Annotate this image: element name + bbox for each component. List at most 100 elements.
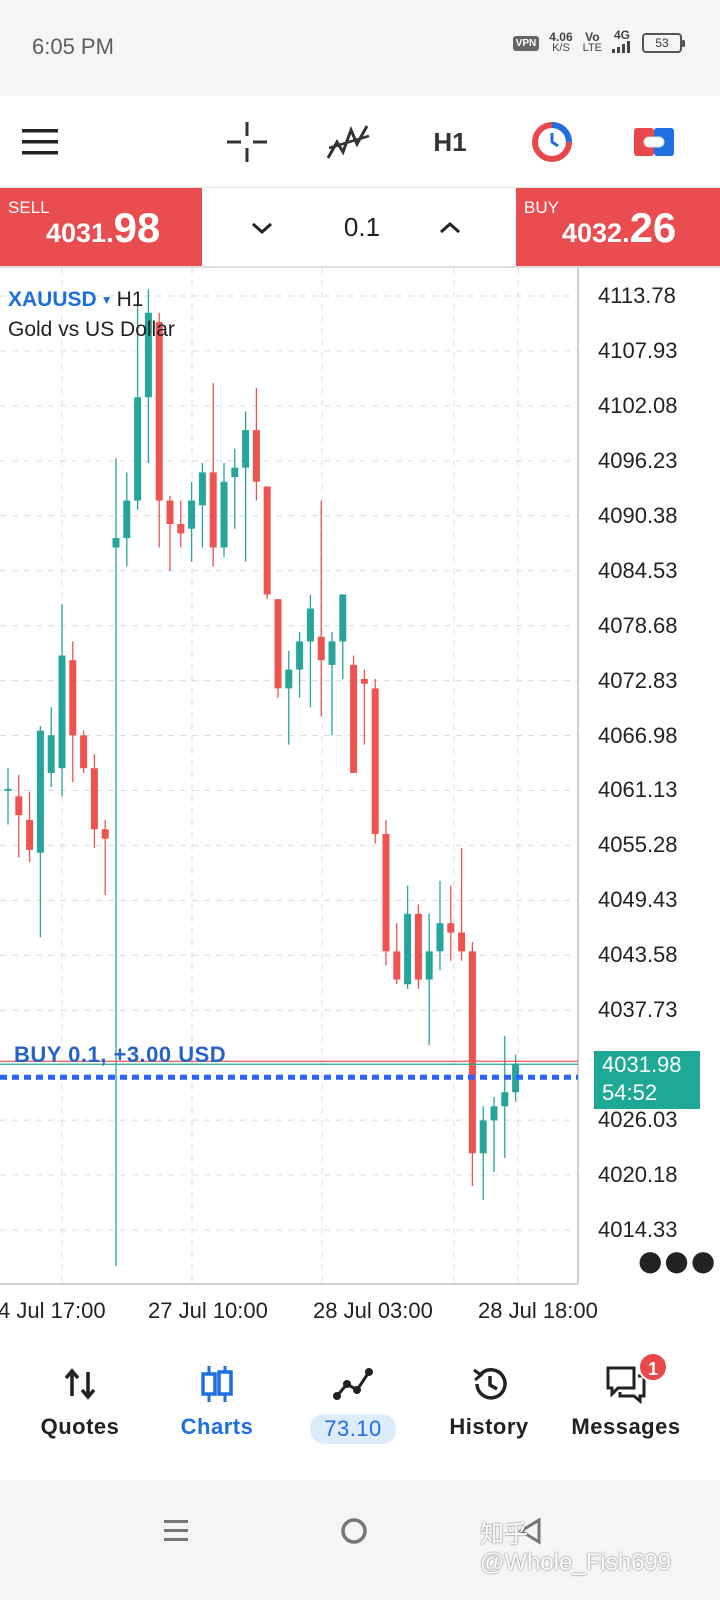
candle-body <box>15 796 23 816</box>
candle-body <box>490 1106 498 1121</box>
watermark: 知乎 @Whole_Fish699 <box>480 1521 672 1576</box>
sell-button[interactable]: SELL 4031.98 <box>0 188 202 266</box>
candle-body <box>144 312 152 398</box>
lot-decrease-button[interactable] <box>242 208 282 248</box>
sell-price: 4031.98 <box>46 204 161 251</box>
symbol-name[interactable]: XAUUSD <box>8 288 97 311</box>
current-price-marker: 4031.98 54:52 <box>594 1051 700 1109</box>
lot-size-value[interactable]: 0.1 <box>343 212 381 242</box>
nav-trade[interactable]: 73.10 <box>283 1348 423 1460</box>
lot-size-control: 0.1 <box>202 188 516 266</box>
candle-body <box>166 500 174 525</box>
candle-body <box>404 913 412 985</box>
crosshair-icon[interactable] <box>215 110 279 174</box>
trade-icon <box>331 1362 375 1406</box>
candle-body <box>339 594 347 642</box>
candle-body <box>188 500 196 529</box>
candle-body <box>58 655 66 769</box>
candle-body <box>4 788 12 791</box>
candle-body <box>382 833 390 952</box>
network-speed: 4.06 K/S <box>549 30 573 54</box>
position-label[interactable]: BUY 0.1, +3.00 USD <box>14 1042 227 1067</box>
price-axis-label: 4096.23 <box>598 447 678 473</box>
price-axis-label: 4066.98 <box>598 722 678 748</box>
candle-body <box>101 829 109 839</box>
candle-body <box>285 669 293 689</box>
candle-body <box>123 500 131 539</box>
time-axis-label: 28 Jul 03:00 <box>313 1298 433 1323</box>
candle-body <box>274 599 282 689</box>
price-axis-label: 4037.73 <box>598 997 678 1023</box>
home-icon[interactable] <box>324 1506 384 1556</box>
candle-body <box>447 923 455 933</box>
lot-increase-button[interactable] <box>430 208 470 248</box>
status-time: 6:05 PM <box>32 34 114 59</box>
trade-bar: SELL 4031.98 0.1 BUY 4032.26 <box>0 188 720 268</box>
history-icon <box>467 1362 511 1406</box>
candle-body <box>512 1064 520 1093</box>
status-bar: 6:05 PM VPN 4.06 K/S Vo LTE 4G 53 <box>0 0 720 96</box>
candle-body <box>425 951 433 980</box>
hamburger-menu-icon[interactable] <box>8 110 72 174</box>
recent-apps-icon[interactable] <box>146 1506 206 1556</box>
time-axis-label: 28 Jul 18:00 <box>478 1298 598 1323</box>
buy-price: 4032.26 <box>562 204 677 251</box>
indicators-icon[interactable] <box>316 110 380 174</box>
price-axis-label: 4020.18 <box>598 1162 678 1188</box>
buy-button[interactable]: BUY 4032.26 <box>516 188 720 266</box>
price-axis-label: 4026.03 <box>598 1107 678 1133</box>
messages-badge: 1 <box>638 1352 668 1382</box>
candle-body <box>134 397 142 501</box>
chart-toolbar: H1 <box>0 96 720 188</box>
more-dots-icon[interactable]: ●●● <box>638 1244 718 1277</box>
candle-body <box>414 913 422 980</box>
candle-body <box>80 735 88 769</box>
candlestick-chart[interactable] <box>0 268 720 1298</box>
price-axis-label: 4049.43 <box>598 887 678 913</box>
sell-label: SELL <box>8 198 50 217</box>
candle-body <box>350 664 358 773</box>
bottom-navigation: Quotes Charts 73.10 History 1 Messages <box>0 1348 720 1460</box>
candle-body <box>90 768 98 830</box>
candle-body <box>263 486 271 595</box>
candle-body <box>252 430 260 482</box>
price-chart[interactable]: XAUUSD ▼ H1 Gold vs US Dollar 4113.78 410… <box>0 268 720 1323</box>
chevron-up-icon <box>440 221 460 234</box>
candle-body <box>393 951 401 980</box>
volte-indicator: Vo LTE <box>582 30 602 54</box>
symbol-timeframe: H1 <box>116 288 144 311</box>
battery-icon: 53 <box>642 33 685 53</box>
one-click-trading-icon[interactable] <box>622 110 686 174</box>
quotes-icon <box>58 1362 102 1406</box>
nav-history[interactable]: History <box>419 1348 559 1460</box>
back-icon[interactable] <box>500 1506 560 1556</box>
price-axis-label: 4078.68 <box>598 612 678 638</box>
candle-body <box>468 951 476 1154</box>
symbol-header[interactable]: XAUUSD ▼ H1 Gold vs US Dollar <box>8 288 175 342</box>
vpn-icon: VPN <box>512 35 540 51</box>
candle-countdown: 54:52 <box>602 1080 658 1105</box>
candle-body <box>220 481 228 548</box>
price-axis-label: 4014.33 <box>598 1217 678 1242</box>
nav-quotes[interactable]: Quotes <box>10 1348 150 1460</box>
nav-messages[interactable]: 1 Messages <box>556 1348 696 1460</box>
candle-body <box>242 430 250 468</box>
chart-style-icon[interactable] <box>520 110 584 174</box>
candle-body <box>36 730 44 853</box>
time-axis-label: 27 Jul 10:00 <box>148 1298 268 1323</box>
candle-body <box>306 608 314 642</box>
timeframe-button[interactable]: H1 <box>433 126 467 157</box>
symbol-description: Gold vs US Dollar <box>8 318 175 341</box>
price-axis-label: 4043.58 <box>598 942 678 968</box>
price-axis-label: 4113.78 <box>598 283 676 308</box>
caret-down-icon[interactable]: ▼ <box>100 293 113 307</box>
candle-body <box>501 1092 509 1107</box>
candle-body <box>155 322 163 501</box>
price-axis-label: 4090.38 <box>598 502 678 528</box>
price-axis-label: 4102.08 <box>598 392 678 418</box>
status-icons: VPN 4.06 K/S Vo LTE 4G 53 <box>512 29 685 56</box>
system-navigation: 知乎 @Whole_Fish699 <box>0 1480 720 1600</box>
candle-body <box>328 641 336 665</box>
current-price-value: 4031.98 <box>602 1052 682 1077</box>
nav-charts[interactable]: Charts <box>147 1348 287 1460</box>
